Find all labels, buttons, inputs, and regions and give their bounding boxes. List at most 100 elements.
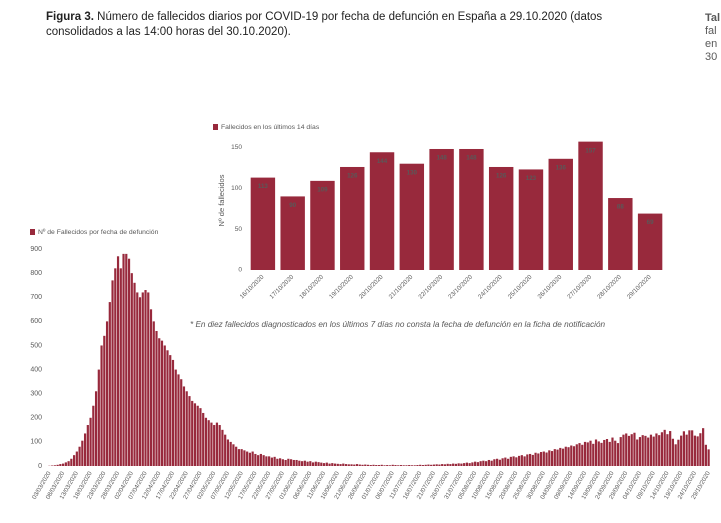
- bar: [240, 449, 243, 466]
- bar: [553, 449, 556, 466]
- bar: [691, 430, 694, 466]
- side-text: fal: [705, 25, 717, 37]
- bar: [191, 400, 194, 466]
- bar: [342, 463, 345, 466]
- bar: [248, 452, 251, 466]
- bar: [534, 452, 537, 466]
- bar: [169, 355, 172, 466]
- bar: [476, 462, 479, 466]
- bar: [578, 443, 581, 466]
- bar: [707, 449, 710, 466]
- bar: [600, 442, 603, 466]
- bar: [644, 435, 647, 466]
- bar: [504, 457, 507, 466]
- bar: [180, 379, 183, 466]
- bar: [56, 464, 59, 466]
- bar: [696, 436, 699, 466]
- bar: [377, 465, 381, 466]
- bar: [292, 459, 295, 466]
- bar: [520, 455, 523, 466]
- bar: [586, 442, 589, 466]
- bar: [421, 465, 425, 466]
- y-tick-label: 600: [30, 318, 42, 325]
- bar: [603, 439, 606, 466]
- bar: [633, 432, 636, 466]
- y-tick-label: 900: [30, 246, 42, 253]
- bar: [561, 448, 565, 466]
- bar: [369, 152, 395, 270]
- bar: [114, 268, 117, 466]
- bar: [257, 455, 260, 466]
- bar: [663, 429, 666, 466]
- bar: [144, 290, 147, 466]
- bar: [111, 280, 114, 466]
- bar: [303, 460, 306, 466]
- bar: [666, 434, 669, 466]
- bar: [581, 444, 584, 466]
- bar: [78, 446, 81, 466]
- bar: [89, 417, 92, 466]
- bar: [193, 403, 197, 466]
- bar: [399, 163, 425, 270]
- bar: [119, 268, 122, 466]
- bar: [627, 435, 631, 466]
- bar: [605, 439, 609, 466]
- bar: [649, 434, 653, 466]
- bar: [366, 464, 370, 466]
- bar: [298, 460, 301, 466]
- bar: [430, 464, 433, 466]
- bar: [537, 453, 540, 466]
- bar: [306, 461, 309, 466]
- data-label: 144: [377, 158, 388, 165]
- bar: [490, 460, 493, 466]
- bar: [402, 465, 405, 466]
- bar: [699, 433, 702, 466]
- bar: [290, 459, 293, 466]
- bar: [229, 441, 232, 466]
- data-label: 136: [556, 164, 567, 171]
- data-label: 130: [407, 169, 418, 176]
- bar: [280, 196, 305, 270]
- bar: [531, 454, 534, 466]
- bar: [336, 463, 339, 466]
- bar: [636, 439, 639, 466]
- bar: [641, 435, 644, 466]
- bar: [224, 434, 227, 466]
- bar: [637, 213, 663, 270]
- bar: [583, 441, 587, 466]
- bar: [235, 446, 238, 466]
- bar: [572, 446, 576, 466]
- y-tick-label: 50: [235, 226, 243, 233]
- bar: [556, 449, 559, 466]
- bar: [158, 338, 161, 466]
- figure-caption: Número de fallecidos diarios por COVID-1…: [46, 11, 603, 38]
- y-tick-label: 800: [30, 270, 42, 277]
- bar: [474, 461, 477, 466]
- bar: [279, 458, 282, 466]
- bar: [246, 451, 249, 466]
- bar: [333, 463, 337, 466]
- bar: [564, 446, 567, 466]
- bar: [397, 465, 400, 466]
- data-label: 123: [526, 175, 537, 182]
- bar: [86, 425, 89, 466]
- y-tick-label: 200: [30, 415, 42, 422]
- bar: [468, 463, 471, 466]
- bar: [97, 369, 100, 466]
- bar: [199, 408, 202, 466]
- bar: [660, 432, 664, 466]
- bar: [147, 292, 150, 466]
- legend-swatch: [213, 124, 218, 130]
- bar: [141, 292, 144, 466]
- bar: [237, 449, 241, 466]
- bar: [361, 464, 364, 466]
- bar: [449, 464, 452, 466]
- bar: [174, 369, 177, 466]
- bar: [693, 435, 696, 466]
- bar: [67, 461, 70, 466]
- bar: [528, 453, 532, 466]
- figure-label: Figura 3.: [46, 11, 94, 23]
- bar: [482, 460, 485, 466]
- bar: [136, 292, 139, 466]
